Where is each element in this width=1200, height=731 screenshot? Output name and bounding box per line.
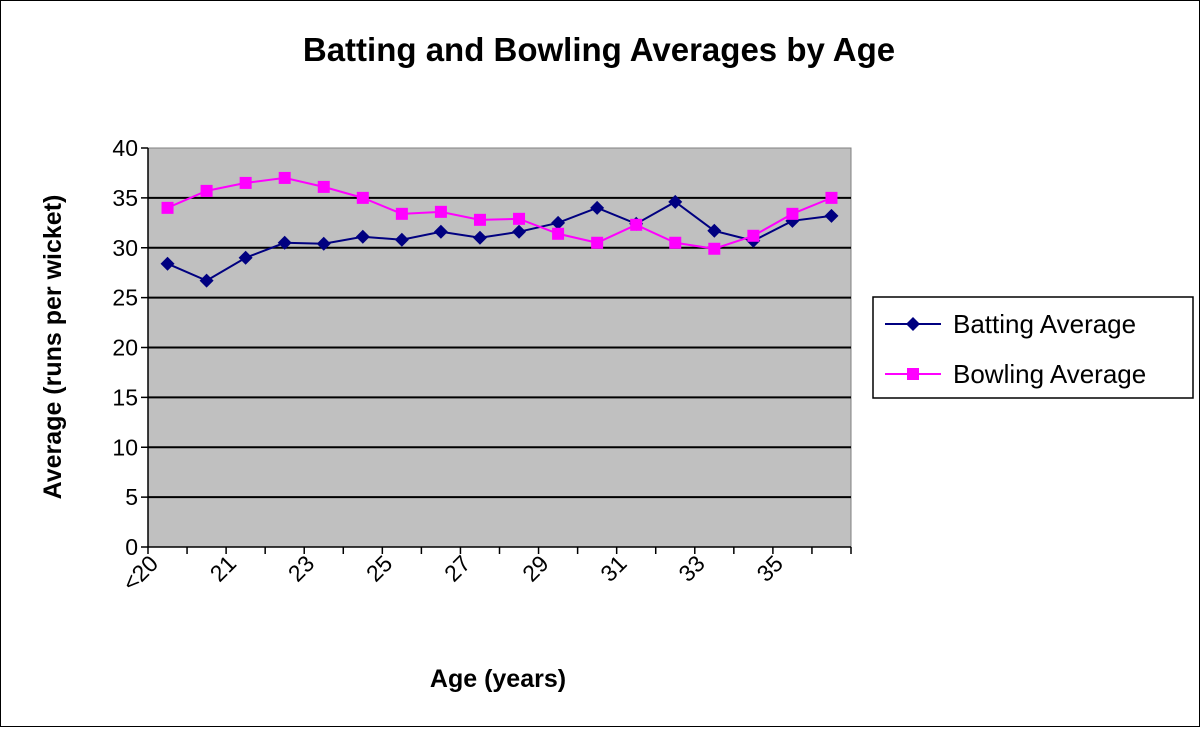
square-marker	[825, 191, 838, 204]
x-tick-label: <20	[117, 550, 163, 596]
diamond-marker	[512, 224, 527, 239]
diamond-marker	[668, 194, 683, 209]
square-marker	[434, 205, 447, 218]
square-marker	[239, 176, 252, 189]
diamond-marker	[355, 229, 370, 244]
series-line	[167, 200, 832, 282]
diamond-marker	[199, 273, 214, 288]
x-tick-label: 21	[205, 550, 241, 586]
x-tick-label: 27	[439, 550, 475, 586]
square-marker	[669, 236, 682, 249]
square-marker	[200, 184, 213, 197]
y-tick-label: 40	[112, 135, 138, 161]
diamond-marker	[590, 200, 605, 215]
x-tick-label: 23	[283, 550, 319, 586]
square-marker	[317, 180, 330, 193]
x-tick-label: 25	[361, 550, 397, 586]
diamond-marker	[433, 224, 448, 239]
series-bowling-average	[161, 171, 838, 255]
legend-label: Bowling Average	[953, 359, 1146, 389]
x-tick-label: 29	[517, 550, 553, 586]
y-tick-label: 20	[112, 335, 138, 361]
y-tick-label: 35	[112, 185, 138, 211]
series-group	[160, 171, 839, 288]
diamond-marker	[472, 230, 487, 245]
square-marker	[278, 171, 291, 184]
x-tick-label: 31	[595, 550, 631, 586]
square-marker	[747, 229, 760, 242]
y-tick-label: 30	[112, 235, 138, 261]
square-marker	[630, 218, 643, 231]
y-axis-label: Average (runs per wicket)	[39, 195, 67, 500]
y-tick-label: 10	[112, 434, 138, 460]
diamond-marker	[707, 223, 722, 238]
diamond-marker	[394, 232, 409, 247]
x-tick-label: 33	[673, 550, 709, 586]
series-line	[167, 176, 832, 250]
x-tick-label: 35	[751, 550, 787, 586]
legend-item: Batting Average	[885, 309, 1136, 339]
square-marker	[395, 207, 408, 220]
gridlines	[148, 196, 851, 499]
square-marker-icon	[907, 368, 919, 380]
diamond-marker	[824, 208, 839, 223]
square-marker	[161, 201, 174, 214]
diamond-marker	[551, 215, 566, 230]
diamond-marker-icon	[906, 317, 920, 331]
diamond-marker	[160, 256, 175, 271]
diamond-marker	[238, 250, 253, 265]
square-marker	[513, 212, 526, 225]
square-marker	[708, 242, 721, 255]
square-marker	[356, 191, 369, 204]
y-tick-label: 15	[112, 384, 138, 410]
legend: Batting Average Bowling Average	[872, 296, 1194, 399]
y-tick-label: 25	[112, 285, 138, 311]
square-marker	[473, 213, 486, 226]
diamond-marker	[277, 235, 292, 250]
x-axis-label: Age (years)	[430, 665, 566, 693]
y-tick-label: 0	[125, 534, 138, 560]
y-tick-label: 5	[125, 484, 138, 510]
square-marker	[786, 207, 799, 220]
square-marker	[591, 236, 604, 249]
legend-item: Bowling Average	[885, 359, 1146, 389]
square-marker	[552, 227, 565, 240]
chart-title: Batting and Bowling Averages by Age	[303, 31, 895, 68]
legend-label: Batting Average	[953, 309, 1136, 339]
diamond-marker	[316, 236, 331, 251]
